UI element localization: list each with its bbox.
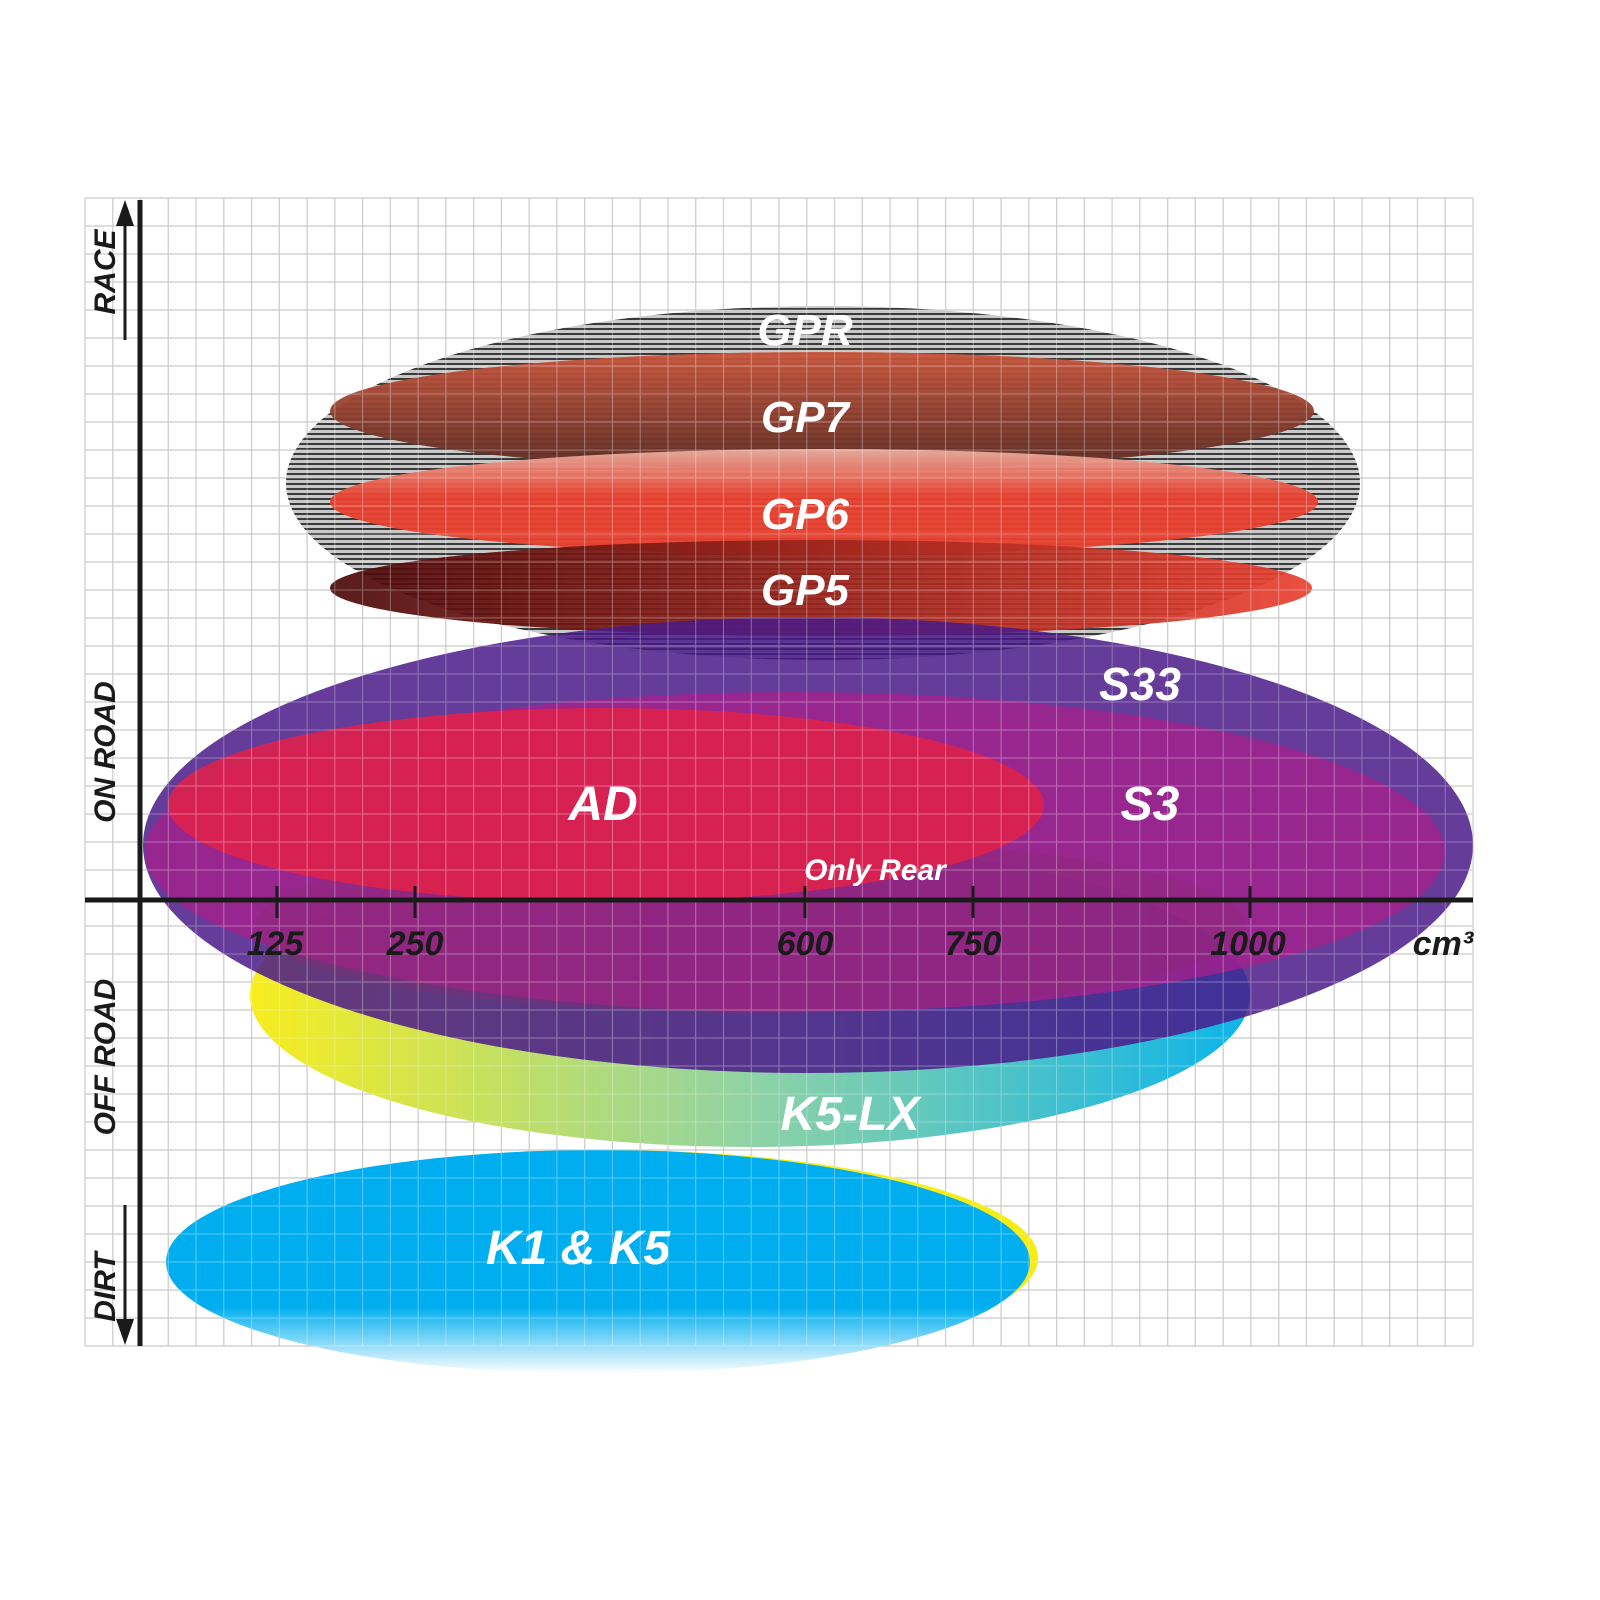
ellipse-gp7 bbox=[330, 352, 1314, 470]
grid-overlay bbox=[84, 197, 1474, 1347]
label-gp6: GP6 bbox=[761, 490, 850, 539]
label-ad: AD bbox=[567, 778, 637, 831]
y-label-on-road: ON ROAD bbox=[89, 681, 122, 823]
label-k5lx: K5-LX bbox=[781, 1088, 923, 1141]
tick-label-750: 750 bbox=[945, 925, 1002, 963]
dirt-arrow-icon bbox=[116, 1205, 134, 1345]
x-axis-ticks bbox=[275, 886, 1252, 918]
tick-label-600: 600 bbox=[777, 925, 834, 963]
x-unit-label: cm³ bbox=[1413, 925, 1475, 963]
ellipse-gp5 bbox=[330, 540, 1312, 636]
tick-label-1000: 1000 bbox=[1210, 925, 1286, 963]
label-k1k5: K1 & K5 bbox=[486, 1222, 671, 1275]
y-label-race: RACE bbox=[89, 229, 122, 315]
label-gp5: GP5 bbox=[761, 566, 850, 615]
ellipse-gp6 bbox=[330, 449, 1318, 555]
label-s3: S3 bbox=[1121, 778, 1180, 831]
ellipse-ad bbox=[168, 708, 1044, 902]
y-label-dirt: DIRT bbox=[89, 1250, 122, 1322]
y-label-off-road: OFF ROAD bbox=[89, 979, 122, 1136]
label-s33: S33 bbox=[1099, 658, 1181, 710]
label-gp7: GP7 bbox=[761, 393, 852, 442]
tick-label-250: 250 bbox=[386, 925, 444, 963]
product-ellipses bbox=[143, 306, 1473, 1374]
label-only-rear: Only Rear bbox=[804, 854, 948, 887]
tick-label-125: 125 bbox=[247, 925, 305, 963]
race-arrow-icon bbox=[116, 200, 134, 340]
ellipse-k1k5 bbox=[166, 1150, 1030, 1374]
label-gpr: GPR bbox=[757, 306, 853, 355]
